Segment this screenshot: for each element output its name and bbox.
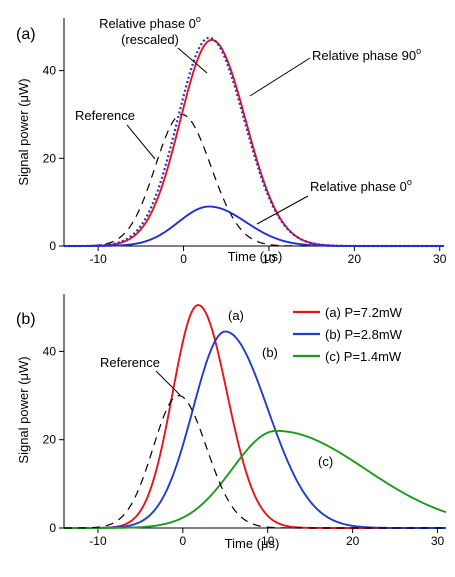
x-tick-label: -10 bbox=[89, 252, 107, 266]
panel-b-curves bbox=[64, 304, 447, 529]
panel-b-xlabel: Time (μs) bbox=[225, 536, 280, 551]
y-tick-label: 20 bbox=[43, 433, 57, 447]
annotation-rel0-rescaled-line2: (rescaled) bbox=[121, 32, 179, 47]
panel-a: (a) -10 0 10 20 30 0 20 40 Time (μs) Signal pow… bbox=[16, 14, 447, 266]
series-b-3 bbox=[64, 394, 446, 529]
legend-label-a: (a) P=7.2mW bbox=[325, 305, 403, 320]
annotation-rel90-leader bbox=[249, 57, 311, 97]
x-tick-label: 20 bbox=[346, 534, 360, 548]
panel-b-ylabel: Signal power (μW) bbox=[16, 356, 31, 463]
x-tick-label: 0 bbox=[180, 252, 187, 266]
x-tick-label: 10 bbox=[261, 534, 275, 548]
annotation-rel90: Relative phase 90o bbox=[312, 46, 421, 63]
annotation-rel0: Relative phase 0o bbox=[310, 177, 412, 194]
panel-b: (b) -10 0 10 20 30 0 20 40 Time (μs) Signal pow… bbox=[16, 294, 447, 551]
annotation-rel0-rescaled-leader bbox=[177, 47, 208, 74]
panel-b-label: (b) bbox=[16, 311, 36, 328]
annotation-rel0-rescaled-line1: Relative phase 0o bbox=[99, 14, 201, 31]
panel-a-ylabel: Signal power (μW) bbox=[16, 78, 31, 185]
annotation-reference-a: Reference bbox=[75, 108, 135, 123]
series-a-1 bbox=[64, 38, 444, 247]
legend-label-c: (c) P=1.4mW bbox=[325, 349, 402, 364]
y-tick-label: 0 bbox=[49, 239, 56, 253]
x-tick-label: 10 bbox=[262, 252, 276, 266]
panel-a-curves bbox=[64, 36, 444, 248]
panel-a-ticks: -10 0 10 20 30 0 20 40 bbox=[43, 64, 447, 266]
y-tick-label: 20 bbox=[43, 151, 57, 165]
annotation-curve-b: (b) bbox=[262, 345, 278, 360]
x-tick-label: 0 bbox=[180, 534, 187, 548]
panel-a-xlabel: Time (μs) bbox=[228, 249, 283, 264]
annotation-curve-a: (a) bbox=[228, 308, 244, 323]
panel-b-ticks: -10 0 10 20 30 0 20 40 bbox=[43, 344, 445, 548]
annotation-reference-b-leader bbox=[155, 370, 181, 396]
y-tick-label: 40 bbox=[43, 64, 57, 78]
annotation-reference-a-leader bbox=[126, 124, 156, 160]
series-b-2 bbox=[64, 429, 447, 529]
x-tick-label: -10 bbox=[89, 534, 107, 548]
legend: (a) P=7.2mW (b) P=2.8mW (c) P=1.4mW bbox=[293, 305, 403, 364]
annotation-reference-b: Reference bbox=[100, 355, 160, 370]
series-a-3 bbox=[64, 205, 444, 247]
series-a-2 bbox=[64, 36, 444, 248]
annotation-curve-c: (c) bbox=[318, 454, 333, 469]
y-tick-label: 0 bbox=[49, 521, 56, 535]
x-tick-label: 30 bbox=[431, 534, 445, 548]
legend-label-b: (b) P=2.8mW bbox=[325, 327, 403, 342]
y-tick-label: 40 bbox=[43, 344, 57, 358]
panel-a-label: (a) bbox=[16, 26, 36, 43]
x-tick-label: 20 bbox=[348, 252, 362, 266]
x-tick-label: 30 bbox=[433, 252, 447, 266]
annotation-rel0-leader bbox=[256, 195, 309, 225]
